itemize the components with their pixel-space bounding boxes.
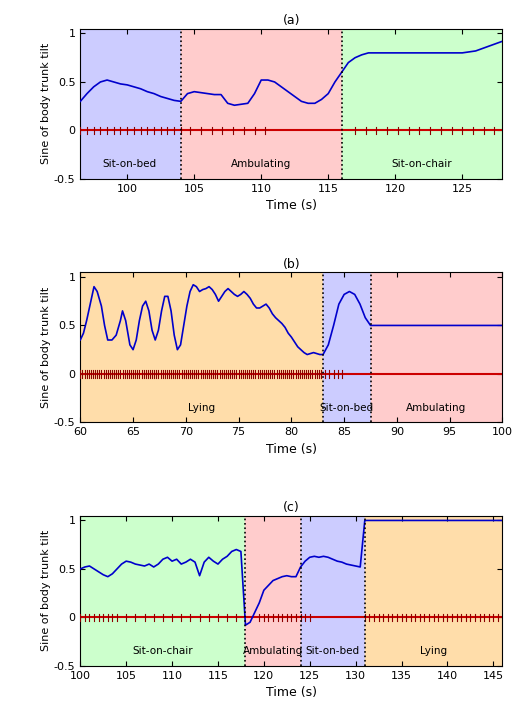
Text: Lying: Lying [420, 647, 447, 657]
Title: (a): (a) [283, 14, 300, 27]
X-axis label: Time (s): Time (s) [266, 199, 317, 213]
Y-axis label: Sine of body trunk tilt: Sine of body trunk tilt [41, 530, 51, 652]
Text: Ambulating: Ambulating [406, 403, 467, 413]
X-axis label: Time (s): Time (s) [266, 687, 317, 700]
Text: Sit-on-bed: Sit-on-bed [306, 647, 359, 657]
Text: Ambulating: Ambulating [243, 647, 303, 657]
Text: Sit-on-bed: Sit-on-bed [103, 160, 157, 170]
Bar [300, 516, 365, 666]
Bar [80, 29, 181, 179]
Bar [181, 29, 342, 179]
Bar [246, 516, 300, 666]
Text: Sit-on-chair: Sit-on-chair [392, 160, 452, 170]
Bar [80, 516, 246, 666]
Title: (b): (b) [282, 258, 300, 271]
Bar [80, 272, 323, 422]
Bar [323, 272, 370, 422]
Bar [370, 272, 502, 422]
Bar [365, 516, 502, 666]
Text: Sit-on-chair: Sit-on-chair [133, 647, 193, 657]
Text: Lying: Lying [188, 403, 215, 413]
Text: Ambulating: Ambulating [231, 160, 291, 170]
Bar [342, 29, 502, 179]
Y-axis label: Sine of body trunk tilt: Sine of body trunk tilt [41, 286, 51, 408]
Title: (c): (c) [283, 501, 300, 514]
Y-axis label: Sine of body trunk tilt: Sine of body trunk tilt [41, 43, 51, 165]
Text: Sit-on-bed: Sit-on-bed [320, 403, 374, 413]
X-axis label: Time (s): Time (s) [266, 442, 317, 456]
